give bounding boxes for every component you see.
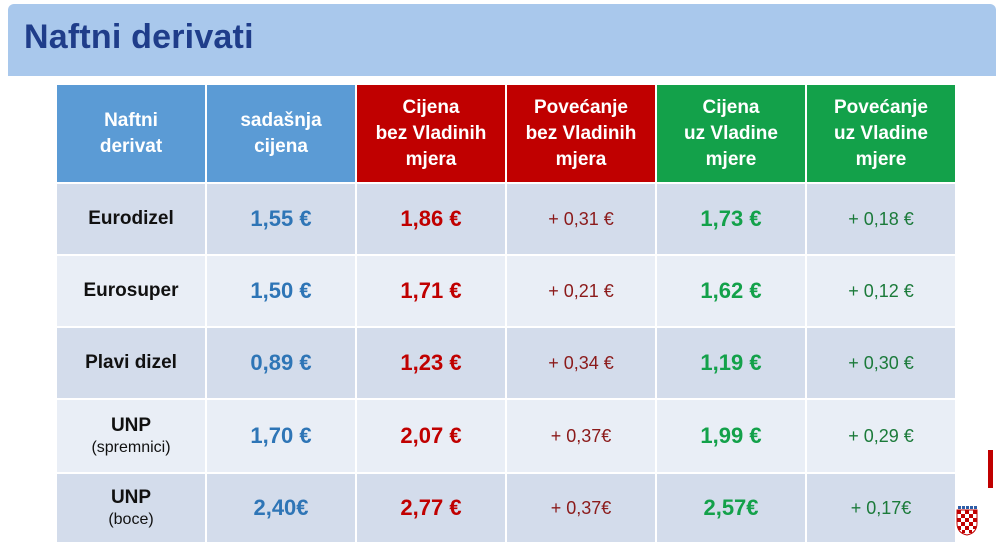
- price-table: Naftni derivat sadašnja cijena Cijena bez V…: [57, 85, 957, 544]
- current-price-cell: 1,50 €: [207, 256, 357, 328]
- current-price-cell: 1,55 €: [207, 184, 357, 256]
- price-with-cell: 2,57€: [657, 474, 807, 544]
- price-without-cell: 2,77 €: [357, 474, 507, 544]
- price-without-cell: 1,71 €: [357, 256, 507, 328]
- price-without-cell: 1,86 €: [357, 184, 507, 256]
- title-bar: Naftni derivati: [8, 4, 996, 76]
- increase-with-cell: + 0,29 €: [807, 400, 957, 474]
- product-cell: Eurosuper: [57, 256, 207, 328]
- price-table-container: Naftni derivat sadašnja cijena Cijena bez V…: [57, 85, 957, 544]
- current-price-cell: 2,40€: [207, 474, 357, 544]
- current-price-cell: 0,89 €: [207, 328, 357, 400]
- product-cell: Plavi dizel: [57, 328, 207, 400]
- increase-without-cell: + 0,37€: [507, 474, 657, 544]
- side-red-marker: [988, 450, 993, 488]
- increase-with-cell: + 0,18 €: [807, 184, 957, 256]
- table-row: UNP (spremnici) 1,70 € 2,07 € + 0,37€ 1,9…: [57, 400, 957, 474]
- product-cell: Eurodizel: [57, 184, 207, 256]
- table-row: UNP (boce) 2,40€ 2,77 € + 0,37€ 2,57€ + 0…: [57, 474, 957, 544]
- table-row: Eurodizel 1,55 € 1,86 € + 0,31 € 1,73 € …: [57, 184, 957, 256]
- table-row: Eurosuper 1,50 € 1,71 € + 0,21 € 1,62 € …: [57, 256, 957, 328]
- increase-with-cell: + 0,12 €: [807, 256, 957, 328]
- increase-without-cell: + 0,21 €: [507, 256, 657, 328]
- header-increase-with-measures: Povećanje uz Vladine mjere: [807, 85, 957, 184]
- price-with-cell: 1,19 €: [657, 328, 807, 400]
- page-title: Naftni derivati: [24, 18, 254, 56]
- current-price-cell: 1,70 €: [207, 400, 357, 474]
- increase-without-cell: + 0,37€: [507, 400, 657, 474]
- price-with-cell: 1,99 €: [657, 400, 807, 474]
- header-price-with-measures: Cijena uz Vladine mjere: [657, 85, 807, 184]
- table-row: Plavi dizel 0,89 € 1,23 € + 0,34 € 1,19 …: [57, 328, 957, 400]
- header-increase-without-measures: Povećanje bez Vladinih mjera: [507, 85, 657, 184]
- product-cell: UNP (boce): [57, 474, 207, 544]
- price-without-cell: 1,23 €: [357, 328, 507, 400]
- price-with-cell: 1,62 €: [657, 256, 807, 328]
- product-cell: UNP (spremnici): [57, 400, 207, 474]
- price-with-cell: 1,73 €: [657, 184, 807, 256]
- header-product: Naftni derivat: [57, 85, 207, 184]
- increase-without-cell: + 0,31 €: [507, 184, 657, 256]
- croatian-coat-of-arms-icon: [956, 506, 978, 536]
- price-without-cell: 2,07 €: [357, 400, 507, 474]
- increase-with-cell: + 0,17€: [807, 474, 957, 544]
- header-current-price: sadašnja cijena: [207, 85, 357, 184]
- increase-without-cell: + 0,34 €: [507, 328, 657, 400]
- table-header-row: Naftni derivat sadašnja cijena Cijena bez V…: [57, 85, 957, 184]
- increase-with-cell: + 0,30 €: [807, 328, 957, 400]
- header-price-without-measures: Cijena bez Vladinih mjera: [357, 85, 507, 184]
